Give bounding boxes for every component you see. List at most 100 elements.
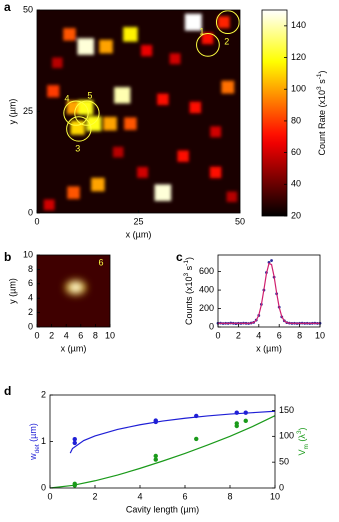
spot — [141, 45, 153, 57]
data-point — [153, 453, 158, 459]
x-tick-label: 6 — [277, 330, 282, 340]
y-tick-label: 4 — [28, 293, 33, 303]
colorbar-tick-label: 20 — [291, 210, 301, 220]
y-axis-label: wdet (µm) — [28, 423, 41, 461]
spot — [77, 38, 95, 55]
spot — [66, 100, 81, 115]
annotation-circle — [66, 116, 92, 142]
spot — [52, 57, 63, 69]
y2-axis-label: Vm (λ3) — [296, 427, 310, 455]
x-axis-label: x (µm) — [61, 343, 87, 353]
y-tick-label: 0 — [209, 321, 214, 331]
spot — [177, 150, 189, 162]
label-part: s — [317, 79, 327, 87]
label-part: w — [28, 453, 38, 461]
label-part: (λ — [297, 434, 307, 444]
colorbar-tick-label: 40 — [291, 179, 301, 189]
axes-frame — [217, 254, 321, 328]
label-part: Counts (x10 — [184, 276, 194, 325]
label-part: -1 — [316, 73, 323, 79]
colorbar — [261, 9, 288, 217]
spot — [169, 53, 181, 65]
panel-letter: b — [4, 250, 11, 264]
axes-frame — [49, 394, 276, 489]
spot — [184, 13, 202, 31]
x-tick-label: 4 — [256, 330, 261, 340]
x-tick-label: 10 — [315, 330, 325, 340]
y-tick-label: 600 — [199, 266, 214, 276]
y-axis-label: Counts (x103 s-1) — [183, 257, 194, 325]
label-part: det — [34, 444, 41, 453]
spot — [217, 16, 230, 29]
y-tick-label: 25 — [23, 106, 33, 116]
label-part: ) — [317, 71, 327, 74]
annotation-circle — [74, 100, 100, 126]
data-point — [270, 259, 273, 262]
y2-tick-label: 150 — [279, 405, 294, 415]
x-tick-label: 0 — [34, 216, 39, 226]
label-part: V — [297, 450, 307, 456]
data-point — [153, 457, 158, 462]
y2-tick-label: 100 — [279, 431, 294, 441]
spot — [157, 93, 169, 106]
x-tick-label: 2 — [236, 330, 241, 340]
fit-line — [49, 415, 276, 489]
y-axis-label: y (µm) — [7, 278, 17, 304]
y-tick-label: 1 — [41, 436, 46, 446]
y-tick-label: 2 — [28, 307, 33, 317]
y2-tick-label: 50 — [279, 457, 289, 467]
x-tick-label: 6 — [78, 330, 83, 340]
x-tick-label: 0 — [34, 330, 39, 340]
x-tick-label: 10 — [105, 330, 115, 340]
annotation-label: 5 — [87, 90, 92, 100]
label-part: Count Rate (x10 — [317, 90, 327, 156]
x-tick-label: 0 — [47, 491, 52, 501]
spot — [67, 186, 80, 199]
spot — [201, 32, 214, 45]
data-point — [72, 436, 77, 442]
y-tick-label: 8 — [28, 264, 33, 274]
x-tick-label: 25 — [133, 216, 143, 226]
colorbar-tick-label: 140 — [291, 20, 306, 30]
x-tick-label: 8 — [93, 330, 98, 340]
y-tick-label: 0 — [41, 482, 46, 492]
colorbar-tick-label: 120 — [291, 52, 306, 62]
spot — [226, 191, 238, 203]
x-tick-label: 4 — [64, 330, 69, 340]
annotation-circle — [196, 33, 220, 57]
x-tick-label: 50 — [235, 216, 245, 226]
panel-letter: c — [176, 250, 183, 264]
axes-frame — [36, 254, 111, 328]
y-tick-label: 6 — [28, 278, 33, 288]
label-part: 3 — [183, 272, 190, 276]
y2-tick-label: 0 — [279, 482, 284, 492]
fit-line — [69, 410, 276, 454]
spot — [103, 116, 117, 131]
spot — [114, 87, 131, 104]
spot — [123, 27, 138, 42]
colorbar-tick-label: 60 — [291, 147, 301, 157]
data-point — [234, 421, 239, 426]
label-part: 3 — [296, 430, 303, 434]
y-tick-label: 0 — [28, 207, 33, 217]
x-tick-label: 0 — [215, 330, 220, 340]
fit-line — [218, 262, 320, 324]
y-tick-label: 200 — [199, 303, 214, 313]
data-point — [194, 436, 199, 442]
spot — [189, 101, 202, 114]
x-tick-label: 8 — [297, 330, 302, 340]
label-part: (µm) — [28, 423, 38, 444]
label-part: s — [184, 265, 194, 273]
spot — [91, 177, 105, 192]
spot — [209, 166, 222, 179]
y-tick-label: 0 — [28, 321, 33, 331]
spot — [43, 199, 55, 211]
annotation-circle — [63, 100, 89, 126]
panel-letter: a — [4, 0, 11, 14]
spots — [43, 13, 238, 211]
x-axis-label: x (µm) — [256, 343, 282, 353]
y-axis-label: y (µm) — [7, 99, 17, 125]
label-part: m — [303, 444, 310, 449]
x-tick-label: 8 — [227, 491, 232, 501]
